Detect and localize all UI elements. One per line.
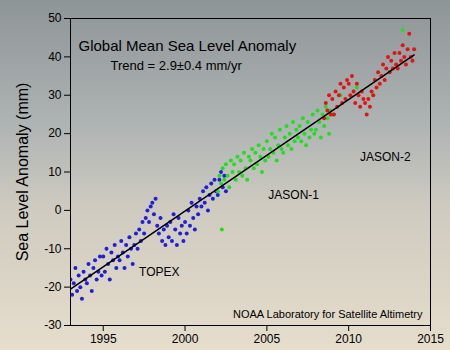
svg-text:Global Mean Sea Level Anomaly: Global Mean Sea Level Anomaly — [79, 37, 297, 54]
svg-text:30: 30 — [48, 88, 62, 102]
svg-text:40: 40 — [48, 50, 62, 64]
svg-text:-10: -10 — [44, 242, 62, 256]
svg-text:NOAA Laboratory for Satellite: NOAA Laboratory for Satellite Altimetry — [233, 308, 423, 320]
svg-text:JASON-2: JASON-2 — [360, 150, 411, 164]
svg-text:10: 10 — [48, 165, 62, 179]
svg-text:2000: 2000 — [172, 332, 199, 346]
svg-text:TOPEX: TOPEX — [139, 265, 179, 279]
svg-text:2015: 2015 — [417, 332, 444, 346]
svg-text:Sea Level Anomaly (mm): Sea Level Anomaly (mm) — [14, 83, 31, 262]
svg-text:Trend = 2.9±0.4 mm/yr: Trend = 2.9±0.4 mm/yr — [111, 58, 243, 73]
svg-text:1995: 1995 — [90, 332, 117, 346]
svg-text:0: 0 — [55, 203, 62, 217]
svg-text:50: 50 — [48, 11, 62, 25]
svg-text:2010: 2010 — [335, 332, 362, 346]
svg-text:2005: 2005 — [254, 332, 281, 346]
svg-text:-30: -30 — [44, 318, 62, 332]
svg-text:20: 20 — [48, 126, 62, 140]
svg-text:-20: -20 — [44, 280, 62, 294]
svg-text:JASON-1: JASON-1 — [268, 188, 319, 202]
